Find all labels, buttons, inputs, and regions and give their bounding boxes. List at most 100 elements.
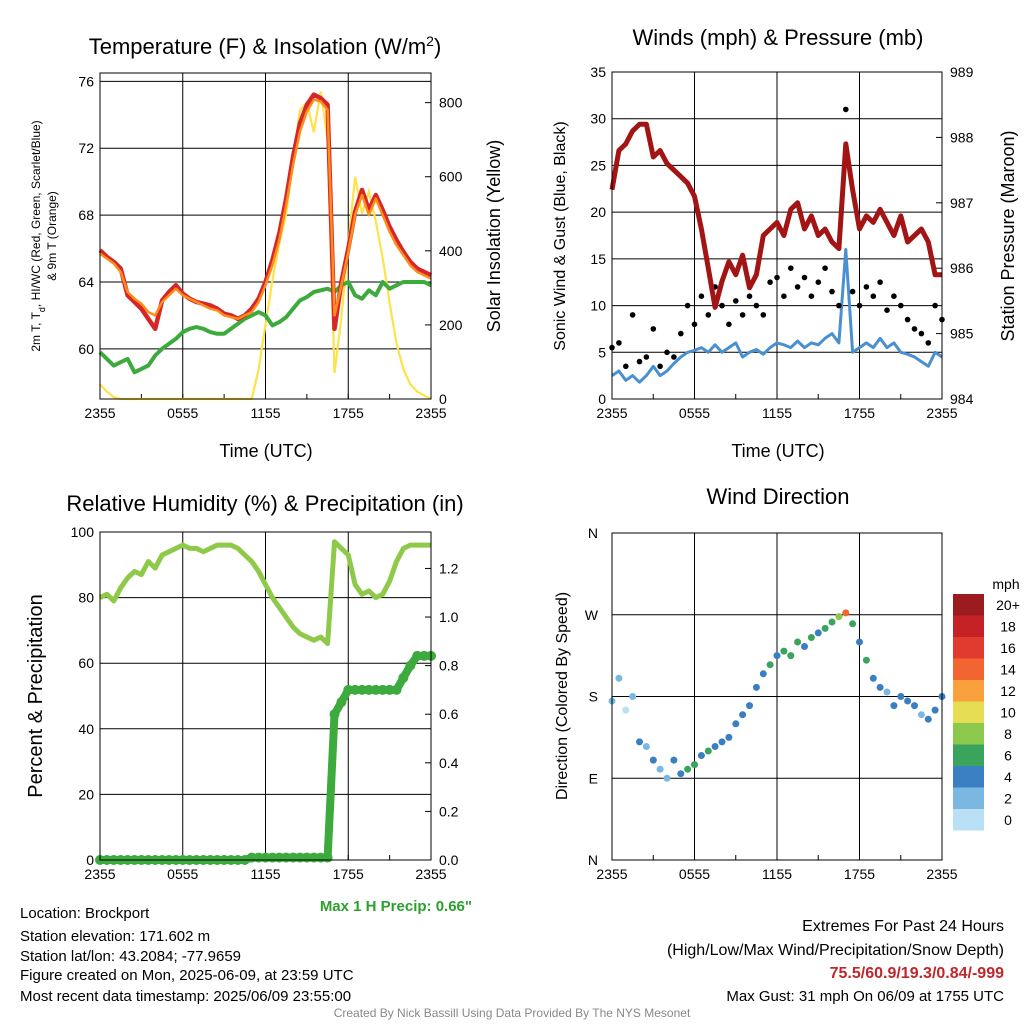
relative-humidity-line [98,539,431,646]
wind-ytick-label: 0 [598,391,606,407]
dir-xtick-label: 2355 [596,866,627,882]
wind-xtick-label: 0555 [679,405,710,421]
elevation-text: Station elevation: 171.602 m [20,928,211,945]
created-text: Figure created on Mon, 2025-06-09, at 23… [20,967,354,984]
rh-ytick-label: 20 [78,786,94,802]
direction-point [780,647,788,655]
wind-xtick-label: 2355 [926,405,957,421]
temp-y-axis-label: 2m T, Td, HI/WC (Red, Green, Scarlet/Blu… [29,120,47,351]
direction-point [924,715,932,723]
precip-point [412,650,423,661]
precip-point [322,852,333,863]
direction-point [917,711,925,719]
rh-xtick-label: 2355 [84,866,115,882]
solar-y-axis-label: Solar Insolation (Yellow) [484,140,504,332]
wind-y2tick-label: 989 [950,64,974,80]
gust-point [822,265,828,272]
wind-chart-title: Winds (mph) & Pressure (mb) [633,25,924,50]
direction-point [759,670,767,678]
gust-point [863,284,870,290]
wind-xtick-label: 1755 [844,405,875,421]
dir-xtick-label: 1155 [762,866,792,882]
wind-frame [611,71,943,400]
gust-point [815,279,822,286]
gust-point [829,288,835,295]
precip-point [370,684,381,695]
rh-y-axis-label: Percent & Precipitation [25,594,47,797]
gust-point [616,340,622,346]
precip-point [363,684,374,695]
gust-point [739,312,746,318]
direction-point [794,638,802,646]
location-text: Location: Brockport [20,905,150,922]
direction-point [814,629,822,637]
direction-point [897,693,905,700]
direction-point [752,683,760,691]
precip-point [391,684,402,695]
gust-point [629,312,636,318]
speed-legend-label: 18 [1000,619,1016,635]
direction-point [801,643,808,650]
direction-point [746,702,753,710]
gust-point [671,354,677,360]
extremes-title: Extremes For Past 24 Hours [802,918,1004,935]
direction-point [642,743,650,750]
speed-legend-label: 10 [1000,705,1016,721]
direction-point [856,638,863,646]
direction-point [835,613,843,621]
precip-point [329,709,340,720]
pressure-y-axis-label: Station Pressure (Maroon) [998,130,1018,341]
temp-ytick-label: 68 [78,207,94,223]
gust-point [870,293,877,300]
rh-ytick-label: 0 [86,852,94,868]
speed-legend-swatch [953,809,984,831]
wind-ytick-label: 30 [590,111,606,127]
temp-y2tick-label: 0 [439,391,447,407]
speed-legend-label: 4 [1004,769,1012,785]
extremes-values: 75.5/60.9/19.3/0.84/-999 [829,965,1004,982]
wind-y2tick-label: 986 [950,260,974,276]
direction-point [704,747,712,755]
temp-chart-title: Temperature (F) & Insolation (W/m2) [89,33,442,59]
gust-point [849,288,856,295]
gust-point [856,302,863,309]
speed-legend-swatch [953,701,984,723]
wind-ytick-label: 25 [590,157,606,173]
speed-legend-swatch [953,594,984,616]
gust-point [664,349,670,356]
dir-ytick-label: S [589,689,598,705]
temp-y-axis-label-line2: & 9m T (Orange) [45,191,59,281]
wind-y2tick-label: 987 [950,195,974,211]
credit-text: Created By Nick Bassill Using Data Provi… [333,1006,691,1020]
direction-point [931,706,939,714]
direction-point [876,683,884,691]
direction-point [697,752,705,759]
dir-xtick-label: 1755 [844,866,875,882]
temp-y2tick-label: 400 [439,243,463,259]
gust-point [650,326,657,332]
direction-point [711,743,719,750]
wind-ytick-label: 15 [590,251,606,267]
gust-point [698,293,705,300]
direction-point [663,774,671,782]
direction-point [828,618,836,626]
gust-point [684,302,691,309]
direction-point [739,711,747,719]
precip-point [405,660,416,671]
dir-ytick-label: N [588,852,598,868]
gust-point [781,293,787,300]
precip-point [357,684,367,695]
direction-point [766,661,774,669]
sonic-wind-line [611,248,943,384]
direction-point [904,697,912,705]
gust-point [733,298,739,304]
direction-point [622,706,630,714]
wind-ytick-label: 20 [590,204,606,220]
temp-xtick-label: 2355 [415,405,446,421]
speed-legend-label: 6 [1004,748,1012,764]
rh-ytick-label: 60 [78,655,94,671]
wind-y2tick-label: 985 [950,326,974,342]
direction-point [629,693,637,700]
dir-xtick-label: 2355 [926,866,957,882]
